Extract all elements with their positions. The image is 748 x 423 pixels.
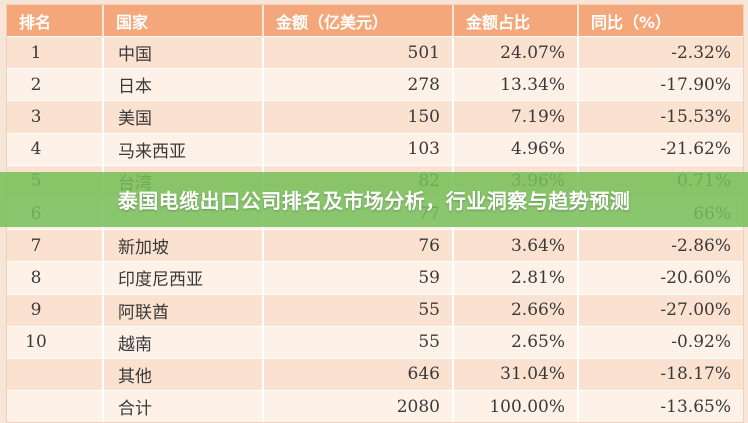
cell-country: 新加坡 [103, 229, 264, 262]
cell-share: 2.81% [453, 261, 579, 294]
cell-rank: 7 [7, 229, 104, 262]
title-banner: 泰国电缆出口公司排名及市场分析，行业洞察与趋势预测 [0, 172, 748, 227]
cell-country: 阿联酋 [103, 293, 264, 327]
cell-rank [7, 357, 104, 391]
table-body: 1 中国 501 24.07% -2.32% 2 日本 278 13.34% -17.90% 3 美国… [7, 35, 743, 423]
cell-rank: 10 [7, 325, 104, 359]
cell-yoy: -0.92% [578, 325, 743, 359]
table-row: 9 阿联酋 55 2.66% -27.00% [7, 293, 743, 327]
cell-rank: 3 [7, 100, 104, 134]
cell-yoy: -17.90% [578, 68, 743, 101]
cell-country: 日本 [103, 68, 264, 101]
cell-yoy: -13.65% [578, 390, 743, 423]
cell-yoy: -2.86% [578, 229, 743, 262]
cell-yoy: -27.00% [578, 293, 743, 327]
table-row: 8 印度尼西亚 59 2.81% -20.60% [7, 261, 743, 294]
banner-title: 泰国电缆出口公司排名及市场分析，行业洞察与趋势预测 [117, 189, 631, 213]
table-row: 3 美国 150 7.19% -15.53% [7, 100, 743, 134]
cell-rank: 1 [7, 35, 104, 69]
cell-share: 2.65% [453, 325, 579, 359]
cell-share: 24.07% [453, 35, 579, 69]
table-row: 其他 646 31.04% -18.17% [7, 357, 743, 391]
header-share: 金额占比 [453, 5, 579, 37]
cell-country: 越南 [103, 325, 264, 359]
cell-amount: 103 [263, 132, 454, 166]
cell-rank: 9 [7, 293, 104, 327]
cell-rank: 4 [7, 132, 104, 166]
cell-country: 印度尼西亚 [103, 261, 264, 294]
cell-yoy: -18.17% [578, 357, 743, 391]
cell-share: 3.64% [453, 229, 579, 262]
table-row: 7 新加坡 76 3.64% -2.86% [7, 229, 743, 262]
cell-rank: 8 [7, 261, 104, 294]
cell-yoy: -15.53% [578, 100, 743, 134]
cell-country: 中国 [103, 35, 264, 69]
cell-country: 合计 [103, 390, 264, 423]
cell-amount: 59 [263, 261, 454, 294]
cell-share: 13.34% [453, 68, 579, 101]
table-row: 合计 2080 100.00% -13.65% [7, 390, 743, 423]
cell-amount: 55 [263, 293, 454, 327]
cell-share: 4.96% [453, 132, 579, 166]
cell-rank [7, 390, 104, 423]
cell-amount: 2080 [263, 390, 454, 423]
cell-yoy: -20.60% [578, 261, 743, 294]
cell-amount: 55 [263, 325, 454, 359]
cell-amount: 76 [263, 229, 454, 262]
table-row: 2 日本 278 13.34% -17.90% [7, 68, 743, 101]
cell-rank: 2 [7, 68, 104, 101]
table-row: 4 马来西亚 103 4.96% -21.62% [7, 132, 743, 166]
table-header-row: 排名 国家 金额（亿美元） 金额占比 同比（%） [7, 5, 743, 37]
cell-share: 31.04% [453, 357, 579, 391]
cell-amount: 278 [263, 68, 454, 101]
cell-country: 马来西亚 [103, 132, 264, 166]
cell-share: 100.00% [453, 390, 579, 423]
cell-share: 7.19% [453, 100, 579, 134]
cell-amount: 501 [263, 35, 454, 69]
cell-share: 2.66% [453, 293, 579, 327]
cell-yoy: -2.32% [578, 35, 743, 69]
cell-amount: 150 [263, 100, 454, 134]
table-row: 1 中国 501 24.07% -2.32% [7, 35, 743, 69]
header-amount: 金额（亿美元） [263, 5, 454, 37]
header-yoy: 同比（%） [578, 5, 743, 37]
table-row: 10 越南 55 2.65% -0.92% [7, 325, 743, 359]
cell-amount: 646 [263, 357, 454, 391]
header-rank: 排名 [7, 5, 104, 37]
cell-country: 其他 [103, 357, 264, 391]
cell-yoy: -21.62% [578, 132, 743, 166]
cell-country: 美国 [103, 100, 264, 134]
header-country: 国家 [103, 5, 264, 37]
